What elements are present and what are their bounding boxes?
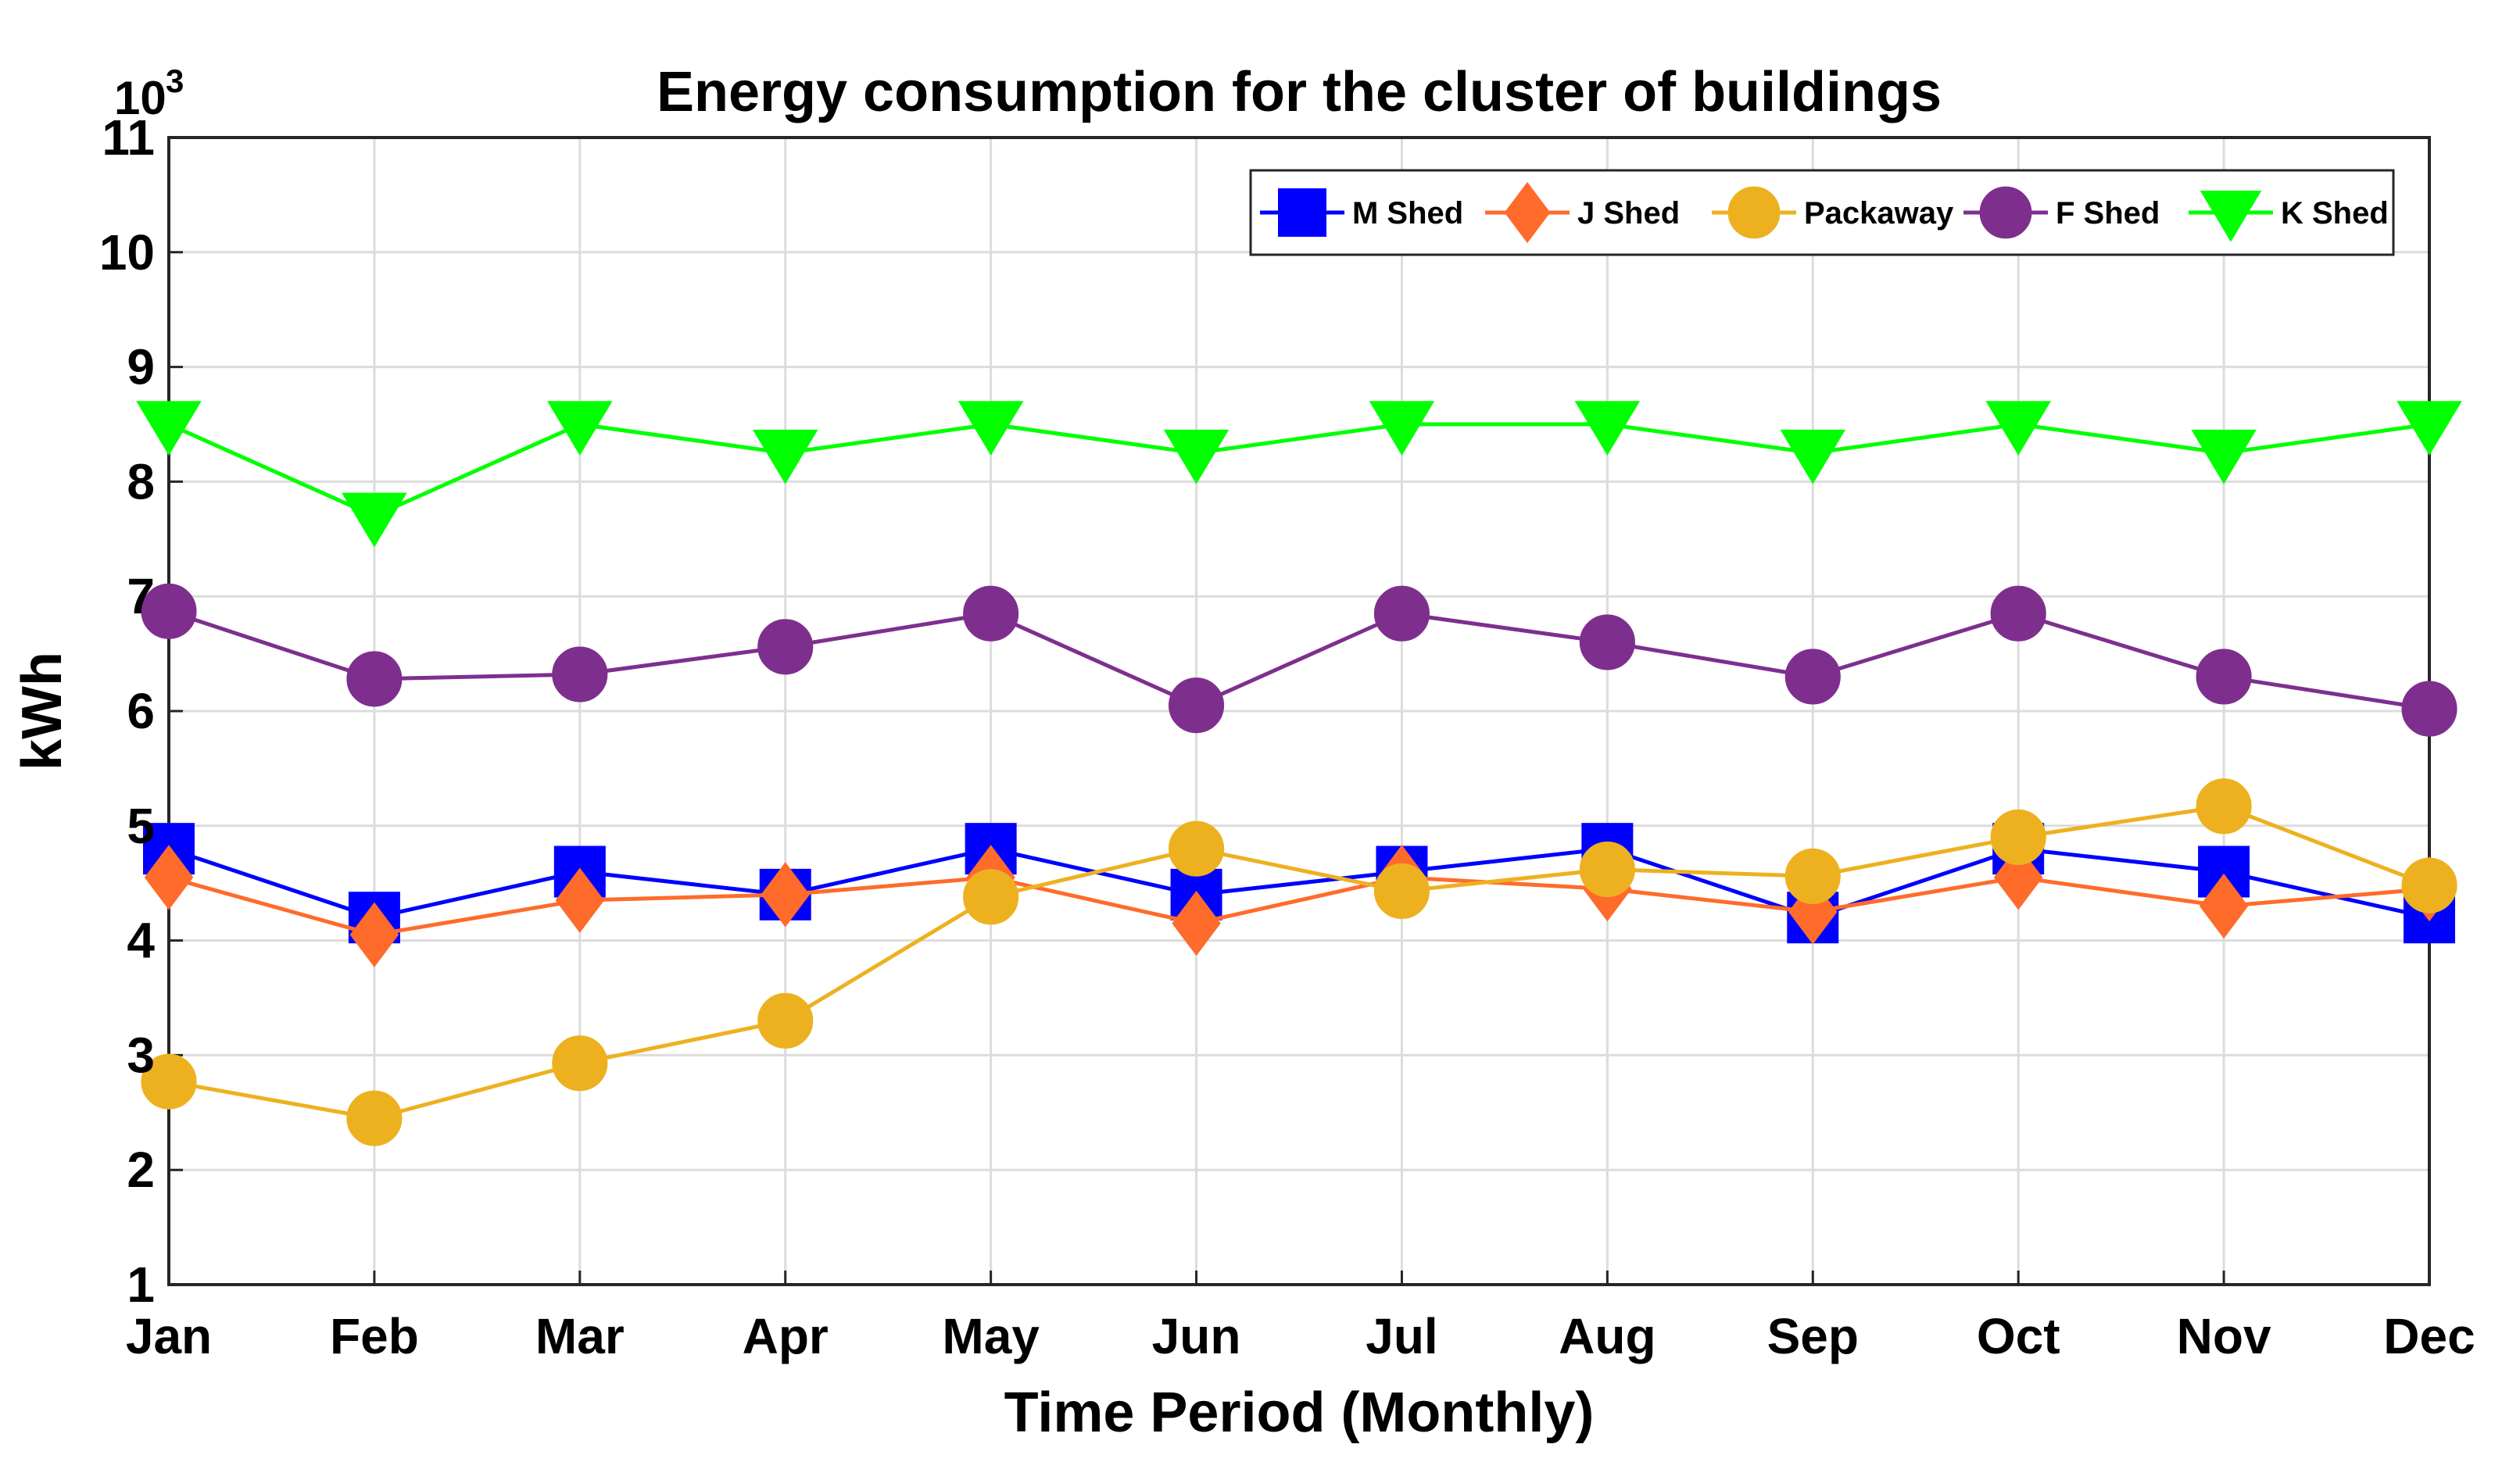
y-tick-label: 3 <box>127 1027 155 1083</box>
data-point <box>1784 848 1841 904</box>
x-tick-label: Mar <box>535 1308 625 1364</box>
legend-item: F Shed <box>1963 186 2160 239</box>
data-point <box>136 401 202 456</box>
y-tick-label: 7 <box>127 568 155 624</box>
legend-label: M Shed <box>1352 196 1463 231</box>
data-point <box>752 429 818 484</box>
data-point <box>1579 842 1635 898</box>
y-tick-label: 2 <box>127 1142 155 1198</box>
y-multiplier-exponent: 3 <box>166 63 184 99</box>
series-line <box>167 422 2430 519</box>
series-f-shed <box>141 583 2457 737</box>
data-point <box>1579 614 1635 670</box>
data-point <box>1369 401 1435 456</box>
data-point <box>963 869 1019 925</box>
chart-title: Energy consumption for the cluster of bu… <box>657 61 1942 123</box>
legend-item: M Shed <box>1260 188 1463 237</box>
x-tick-label: Jan <box>126 1308 212 1364</box>
data-point <box>1168 677 1225 734</box>
x-tick-label: Feb <box>330 1308 419 1364</box>
x-tick-label: Jul <box>1366 1308 1437 1364</box>
tick-labels: Jan Feb Mar Apr May Jun Jul Aug Sep Oct Nov Dec 1 2 3 4… <box>99 109 2475 1364</box>
series-line <box>168 846 2430 920</box>
data-point <box>1163 429 1230 484</box>
data-point <box>552 1035 608 1092</box>
data-point <box>547 401 613 456</box>
legend: M Shed J Shed Packaway F Shed K Shed <box>1249 169 2395 256</box>
series-line <box>168 609 2430 711</box>
legend-items: M Shed J Shed Packaway F Shed K Shed <box>1260 181 2389 244</box>
data-point <box>555 867 605 933</box>
data-point <box>552 646 608 702</box>
series-k-shed <box>136 401 2462 548</box>
x-tick-label: Aug <box>1559 1308 1656 1364</box>
data-point <box>1373 585 1430 642</box>
data-point <box>757 992 814 1049</box>
data-point <box>144 845 194 910</box>
legend-item: J Shed <box>1485 181 1680 244</box>
legend-marker <box>1979 186 2032 239</box>
y-tick-label: 10 <box>99 224 155 281</box>
legend-item: K Shed <box>2189 191 2389 242</box>
data-point <box>1784 649 1841 705</box>
data-point <box>1990 809 2046 866</box>
y-tick-label: 4 <box>127 913 155 969</box>
x-tick-label: Sep <box>1767 1308 1859 1364</box>
y-tick-label: 8 <box>127 453 155 509</box>
legend-label: K Shed <box>2281 196 2389 231</box>
data-point <box>2401 681 2457 737</box>
data-point <box>1990 585 2046 642</box>
legend-marker <box>2200 191 2262 242</box>
data-point <box>141 583 197 639</box>
data-point <box>1373 863 1430 920</box>
data-point <box>761 862 810 928</box>
x-tick-label: Dec <box>2383 1308 2475 1364</box>
series-layer <box>136 401 2462 1146</box>
y-axis-multiplier: 10 3 <box>114 63 184 124</box>
x-tick-label: May <box>942 1308 1040 1364</box>
data-point <box>963 585 1019 642</box>
y-tick-label: 11 <box>102 109 155 166</box>
data-point <box>1985 401 2051 456</box>
y-tick-label: 1 <box>127 1256 155 1313</box>
data-point <box>349 902 399 967</box>
data-point <box>346 1090 403 1146</box>
data-point <box>2196 778 2252 835</box>
data-point <box>1574 401 1641 456</box>
legend-item: Packaway <box>1712 186 1954 239</box>
y-tick-label: 5 <box>127 798 155 854</box>
legend-marker <box>1278 188 1326 237</box>
y-axis-label: kWh <box>11 652 73 770</box>
legend-label: Packaway <box>1804 196 1954 231</box>
series-line <box>168 804 2430 1121</box>
y-tick-label: 6 <box>127 683 155 739</box>
series-line <box>168 875 2430 937</box>
data-point <box>141 1053 197 1110</box>
data-point <box>2199 873 2249 939</box>
data-point <box>1172 890 1221 956</box>
data-point <box>346 651 403 707</box>
legend-marker <box>1504 181 1551 244</box>
x-tick-label: Oct <box>1977 1308 2060 1364</box>
data-point <box>1780 429 1846 484</box>
data-point <box>342 492 407 548</box>
x-axis-label: Time Period (Monthly) <box>1004 1382 1595 1444</box>
x-tick-label: Jun <box>1152 1308 1241 1364</box>
x-tick-label: Apr <box>743 1308 829 1364</box>
legend-label: F Shed <box>2056 196 2160 231</box>
data-point <box>757 619 814 675</box>
y-multiplier-base: 10 <box>114 72 166 124</box>
legend-marker <box>1727 186 1781 239</box>
data-point <box>2191 429 2257 484</box>
data-point <box>2401 857 2457 913</box>
data-point <box>2196 649 2252 705</box>
data-point <box>2397 401 2462 456</box>
x-tick-label: Nov <box>2177 1308 2271 1364</box>
data-point <box>1168 820 1225 877</box>
legend-label: J Shed <box>1577 196 1680 231</box>
series-packaway <box>141 778 2457 1146</box>
data-point <box>958 401 1024 456</box>
y-tick-label: 9 <box>127 339 155 395</box>
